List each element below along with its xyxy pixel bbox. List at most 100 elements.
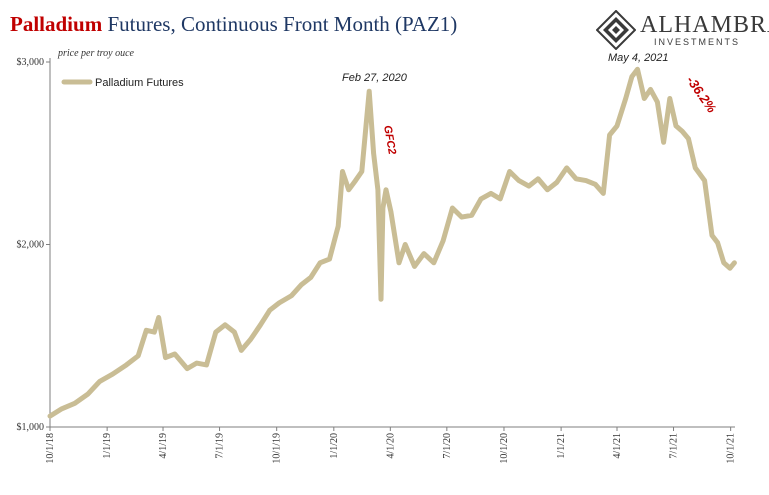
annotation-may-4-2021: May 4, 2021 [608, 52, 669, 64]
data-point [642, 96, 647, 101]
data-point [277, 300, 282, 306]
data-point [715, 240, 720, 245]
data-point [583, 178, 589, 183]
data-point [239, 348, 244, 353]
annotation-feb-27-2020: Feb 27, 2020 [342, 72, 408, 84]
brand-name: ALHAMBRA [640, 12, 769, 38]
x-tick-label: 7/1/19 [215, 433, 226, 459]
data-point [124, 362, 129, 368]
data-point [163, 355, 168, 360]
data-point [383, 187, 389, 192]
data-point [136, 353, 141, 358]
data-point [144, 328, 149, 333]
data-point [194, 360, 199, 366]
x-tick-label: 10/1/21 [726, 433, 737, 464]
data-point [367, 89, 372, 94]
data-point [593, 182, 598, 187]
data-point [412, 264, 417, 269]
data-point [110, 371, 115, 377]
data-point [667, 96, 672, 101]
data-point [727, 266, 733, 271]
data-point [488, 191, 494, 196]
data-point [545, 187, 550, 192]
data-point [732, 260, 737, 265]
data-point [709, 233, 715, 238]
alhambra-diamond-icon [596, 10, 636, 50]
data-point [267, 308, 272, 313]
x-tick-label: 10/1/20 [499, 433, 510, 464]
data-point [317, 260, 323, 265]
data-point [72, 401, 78, 406]
data-point [431, 260, 436, 265]
data-point [459, 214, 464, 220]
data-point [498, 196, 503, 202]
data-point [693, 165, 698, 171]
x-tick-label: 10/1/18 [45, 433, 56, 464]
data-point [346, 187, 351, 192]
data-point [222, 322, 228, 327]
x-tick-label: 1/1/21 [556, 433, 567, 459]
data-point [336, 224, 341, 229]
data-point [248, 337, 253, 342]
data-point [396, 260, 402, 265]
data-point [623, 96, 628, 101]
data-point [213, 329, 218, 335]
data-point [327, 256, 332, 262]
data-point [289, 293, 294, 298]
data-point [564, 165, 569, 171]
series-line-palladium [47, 66, 737, 419]
x-tick-label: 7/1/21 [669, 433, 680, 459]
data-point [450, 205, 455, 211]
data-point [507, 169, 512, 174]
data-point [156, 315, 161, 320]
data-point [371, 151, 376, 156]
data-point [516, 178, 522, 183]
data-point [232, 329, 237, 335]
x-tick-label: 4/1/20 [385, 433, 396, 459]
data-point [258, 322, 263, 327]
data-point [403, 242, 408, 247]
brand-subtitle: INVESTMENTS [654, 37, 741, 47]
data-point [204, 362, 209, 368]
data-point [152, 329, 157, 335]
annotation-gfc2: GFC2 [381, 124, 398, 155]
title-rest: Futures, Continuous Front Month (PAZ1) [102, 12, 458, 36]
data-point [299, 282, 304, 287]
x-tick-label: 1/1/20 [329, 433, 340, 459]
data-point [648, 87, 653, 92]
legend-label: Palladium Futures [95, 77, 184, 89]
annotation-decline-percent: -36.2% [684, 73, 720, 116]
y-tick-label: $3,000 [17, 57, 45, 68]
data-point [702, 178, 707, 183]
x-tick-label: 1/1/19 [102, 433, 113, 459]
data-point [614, 123, 620, 129]
data-point [661, 140, 666, 145]
data-point [308, 275, 313, 280]
brand-logo: ALHAMBRA INVESTMENTS [592, 8, 769, 52]
data-point [359, 169, 364, 174]
data-point [607, 132, 612, 138]
data-point [59, 406, 64, 411]
data-point [655, 99, 660, 105]
y-axis-unit-label: price per troy ouce [57, 48, 135, 59]
data-point [573, 176, 579, 181]
data-point [85, 391, 91, 397]
data-point [635, 67, 640, 72]
data-point [353, 178, 358, 183]
data-point [686, 136, 691, 141]
data-point [380, 205, 386, 211]
data-point [535, 176, 541, 181]
data-point [469, 213, 474, 218]
data-point [97, 379, 102, 384]
data-point [478, 196, 484, 202]
data-point [172, 351, 177, 357]
data-point [680, 129, 685, 134]
data-point [554, 180, 559, 185]
data-point [340, 169, 345, 174]
data-point [378, 297, 384, 302]
data-point [673, 123, 679, 129]
data-point [388, 209, 394, 214]
y-tick-label: $1,000 [17, 422, 45, 433]
x-tick-label: 4/1/21 [612, 433, 623, 459]
data-point [629, 74, 635, 79]
